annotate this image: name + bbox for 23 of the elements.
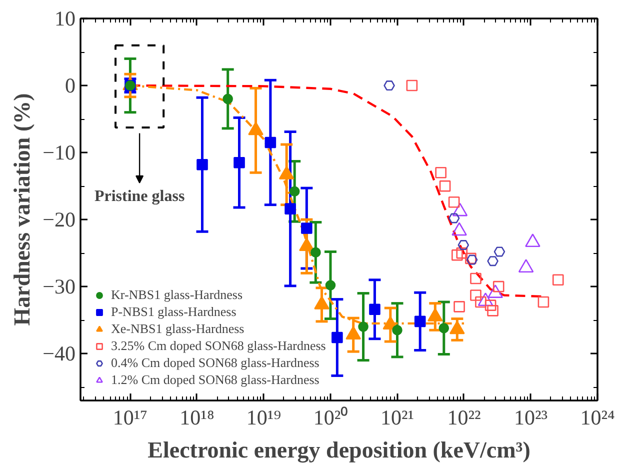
x-tick-label: 10²¹ — [380, 406, 414, 430]
x-tick-label: 10²⁰ — [313, 406, 348, 430]
legend-label: 3.25% Cm doped SON68 glass-Hardness — [111, 338, 326, 354]
x-tick-label: 10²² — [447, 406, 481, 430]
y-axis-title: Hardness variation (%) — [10, 93, 35, 326]
x-axis-title: Electronic energy deposition (keV/cm³) — [148, 438, 530, 464]
legend-label: 1.2% Cm doped SON68 glass-Hardness — [111, 372, 320, 388]
x-tick-label: 10¹⁹ — [246, 406, 282, 430]
legend-label: P-NBS1 glass-Hardness — [111, 304, 236, 320]
y-tick-label: −40 — [42, 342, 76, 366]
y-tick-label: −20 — [42, 208, 76, 232]
annotation: Pristine glass — [94, 188, 185, 205]
y-tick-label: −10 — [42, 140, 76, 165]
legend-label: 0.4% Cm doped SON68 glass-Hardness — [111, 355, 320, 371]
y-tick-label: 10 — [54, 6, 76, 30]
x-tick-label: 10¹⁸ — [180, 406, 214, 430]
x-tick-label: 10²³ — [514, 406, 548, 430]
x-tick-label: 10¹⁷ — [112, 406, 148, 430]
legend-label: Xe-NBS1 glass-Hardness — [111, 321, 244, 337]
y-tick-label: 0 — [65, 74, 76, 98]
x-tick-label: 10²⁴ — [580, 406, 615, 430]
y-tick-label: −30 — [42, 274, 76, 299]
legend-label: Kr-NBS1 glass-Hardness — [111, 287, 243, 303]
